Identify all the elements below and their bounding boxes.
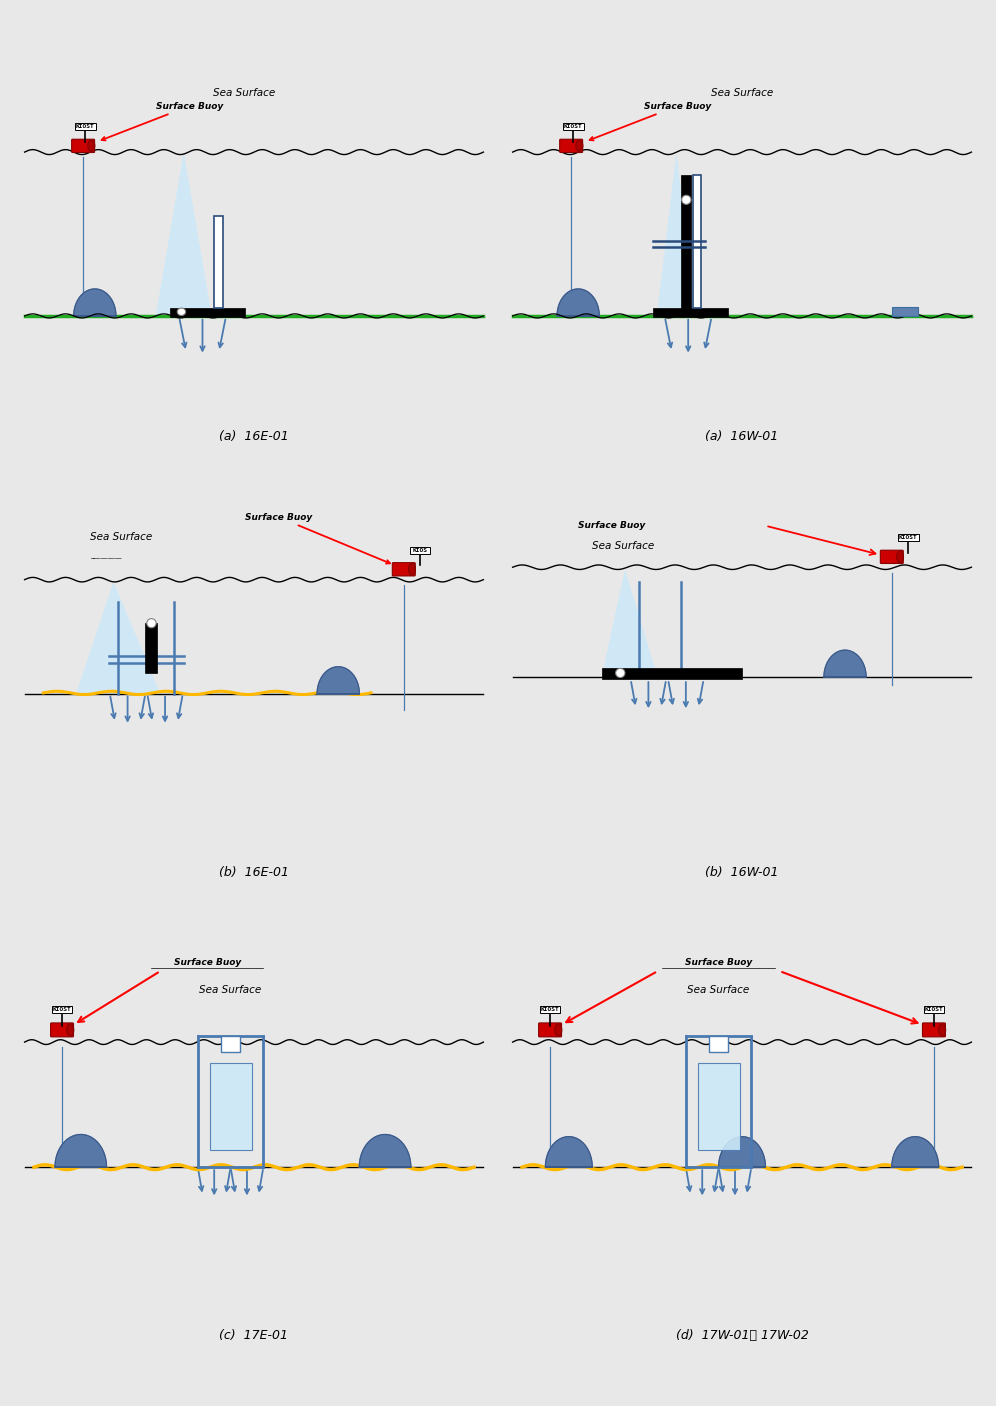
- Text: Surface Buoy: Surface Buoy: [685, 957, 752, 966]
- Polygon shape: [546, 1136, 593, 1167]
- Ellipse shape: [681, 195, 691, 204]
- FancyBboxPatch shape: [563, 124, 584, 131]
- FancyBboxPatch shape: [51, 1024, 74, 1036]
- Polygon shape: [360, 1135, 410, 1167]
- Text: (b)  16E-01: (b) 16E-01: [219, 866, 289, 879]
- Bar: [602, 668, 742, 679]
- Text: KIOS: KIOS: [412, 548, 427, 553]
- Polygon shape: [74, 290, 116, 316]
- Ellipse shape: [938, 1024, 945, 1036]
- Text: Sea Surface: Sea Surface: [593, 540, 654, 551]
- Text: Sea Surface: Sea Surface: [687, 984, 750, 995]
- Text: KIOST: KIOST: [76, 124, 95, 129]
- FancyBboxPatch shape: [923, 1007, 944, 1014]
- Bar: [709, 1036, 728, 1052]
- Text: (d)  17W-01와 17W-02: (d) 17W-01와 17W-02: [675, 1329, 809, 1343]
- FancyBboxPatch shape: [560, 139, 583, 152]
- FancyBboxPatch shape: [922, 1024, 945, 1036]
- FancyBboxPatch shape: [72, 139, 95, 152]
- Ellipse shape: [146, 619, 156, 627]
- Ellipse shape: [67, 1024, 74, 1036]
- Polygon shape: [824, 650, 867, 678]
- Polygon shape: [657, 152, 695, 308]
- Ellipse shape: [555, 1024, 562, 1036]
- FancyBboxPatch shape: [75, 124, 96, 131]
- Text: Sea Surface: Sea Surface: [213, 89, 276, 98]
- Text: KIOST: KIOST: [898, 536, 917, 540]
- Text: KIOST: KIOST: [924, 1007, 943, 1012]
- Bar: [681, 174, 691, 308]
- Text: (b)  16W-01: (b) 16W-01: [705, 866, 779, 879]
- Polygon shape: [718, 1136, 766, 1167]
- Ellipse shape: [88, 141, 95, 152]
- Ellipse shape: [177, 308, 185, 315]
- Text: KIOST: KIOST: [53, 1007, 72, 1012]
- Bar: [891, 307, 917, 316]
- Polygon shape: [557, 290, 600, 316]
- Text: Sea Surface: Sea Surface: [199, 984, 262, 995]
- Text: KIOST: KIOST: [541, 1007, 560, 1012]
- FancyBboxPatch shape: [880, 550, 903, 564]
- Ellipse shape: [616, 668, 625, 678]
- Polygon shape: [602, 569, 657, 678]
- Text: Sea Surface: Sea Surface: [90, 533, 152, 543]
- Text: (c)  17E-01: (c) 17E-01: [219, 1329, 289, 1343]
- Bar: [697, 1063, 740, 1150]
- Bar: [169, 308, 245, 316]
- Text: (a)  16E-01: (a) 16E-01: [219, 430, 289, 443]
- Polygon shape: [317, 666, 360, 693]
- FancyBboxPatch shape: [539, 1024, 562, 1036]
- Bar: [209, 1063, 252, 1150]
- Text: Surface Buoy: Surface Buoy: [102, 101, 223, 141]
- FancyBboxPatch shape: [410, 547, 430, 554]
- Polygon shape: [55, 1135, 107, 1167]
- Text: KIOST: KIOST: [564, 124, 583, 129]
- Polygon shape: [155, 152, 212, 316]
- Ellipse shape: [896, 551, 903, 562]
- Bar: [214, 217, 223, 308]
- Ellipse shape: [576, 141, 583, 152]
- Ellipse shape: [408, 564, 415, 575]
- Bar: [221, 1036, 240, 1052]
- FancyBboxPatch shape: [52, 1007, 73, 1014]
- Polygon shape: [76, 582, 160, 693]
- FancyBboxPatch shape: [392, 562, 415, 576]
- Bar: [693, 174, 701, 308]
- Bar: [653, 308, 728, 316]
- Polygon shape: [891, 1136, 938, 1167]
- Text: Surface Buoy: Surface Buoy: [245, 513, 390, 564]
- Text: (a)  16W-01: (a) 16W-01: [705, 430, 779, 443]
- Text: Surface Buoy: Surface Buoy: [173, 957, 241, 966]
- Bar: [145, 623, 157, 673]
- Text: _________: _________: [90, 553, 122, 558]
- FancyBboxPatch shape: [898, 534, 918, 541]
- FancyBboxPatch shape: [540, 1007, 561, 1014]
- Text: Surface Buoy: Surface Buoy: [578, 520, 645, 530]
- Text: Sea Surface: Sea Surface: [711, 89, 773, 98]
- Text: Surface Buoy: Surface Buoy: [590, 101, 711, 141]
